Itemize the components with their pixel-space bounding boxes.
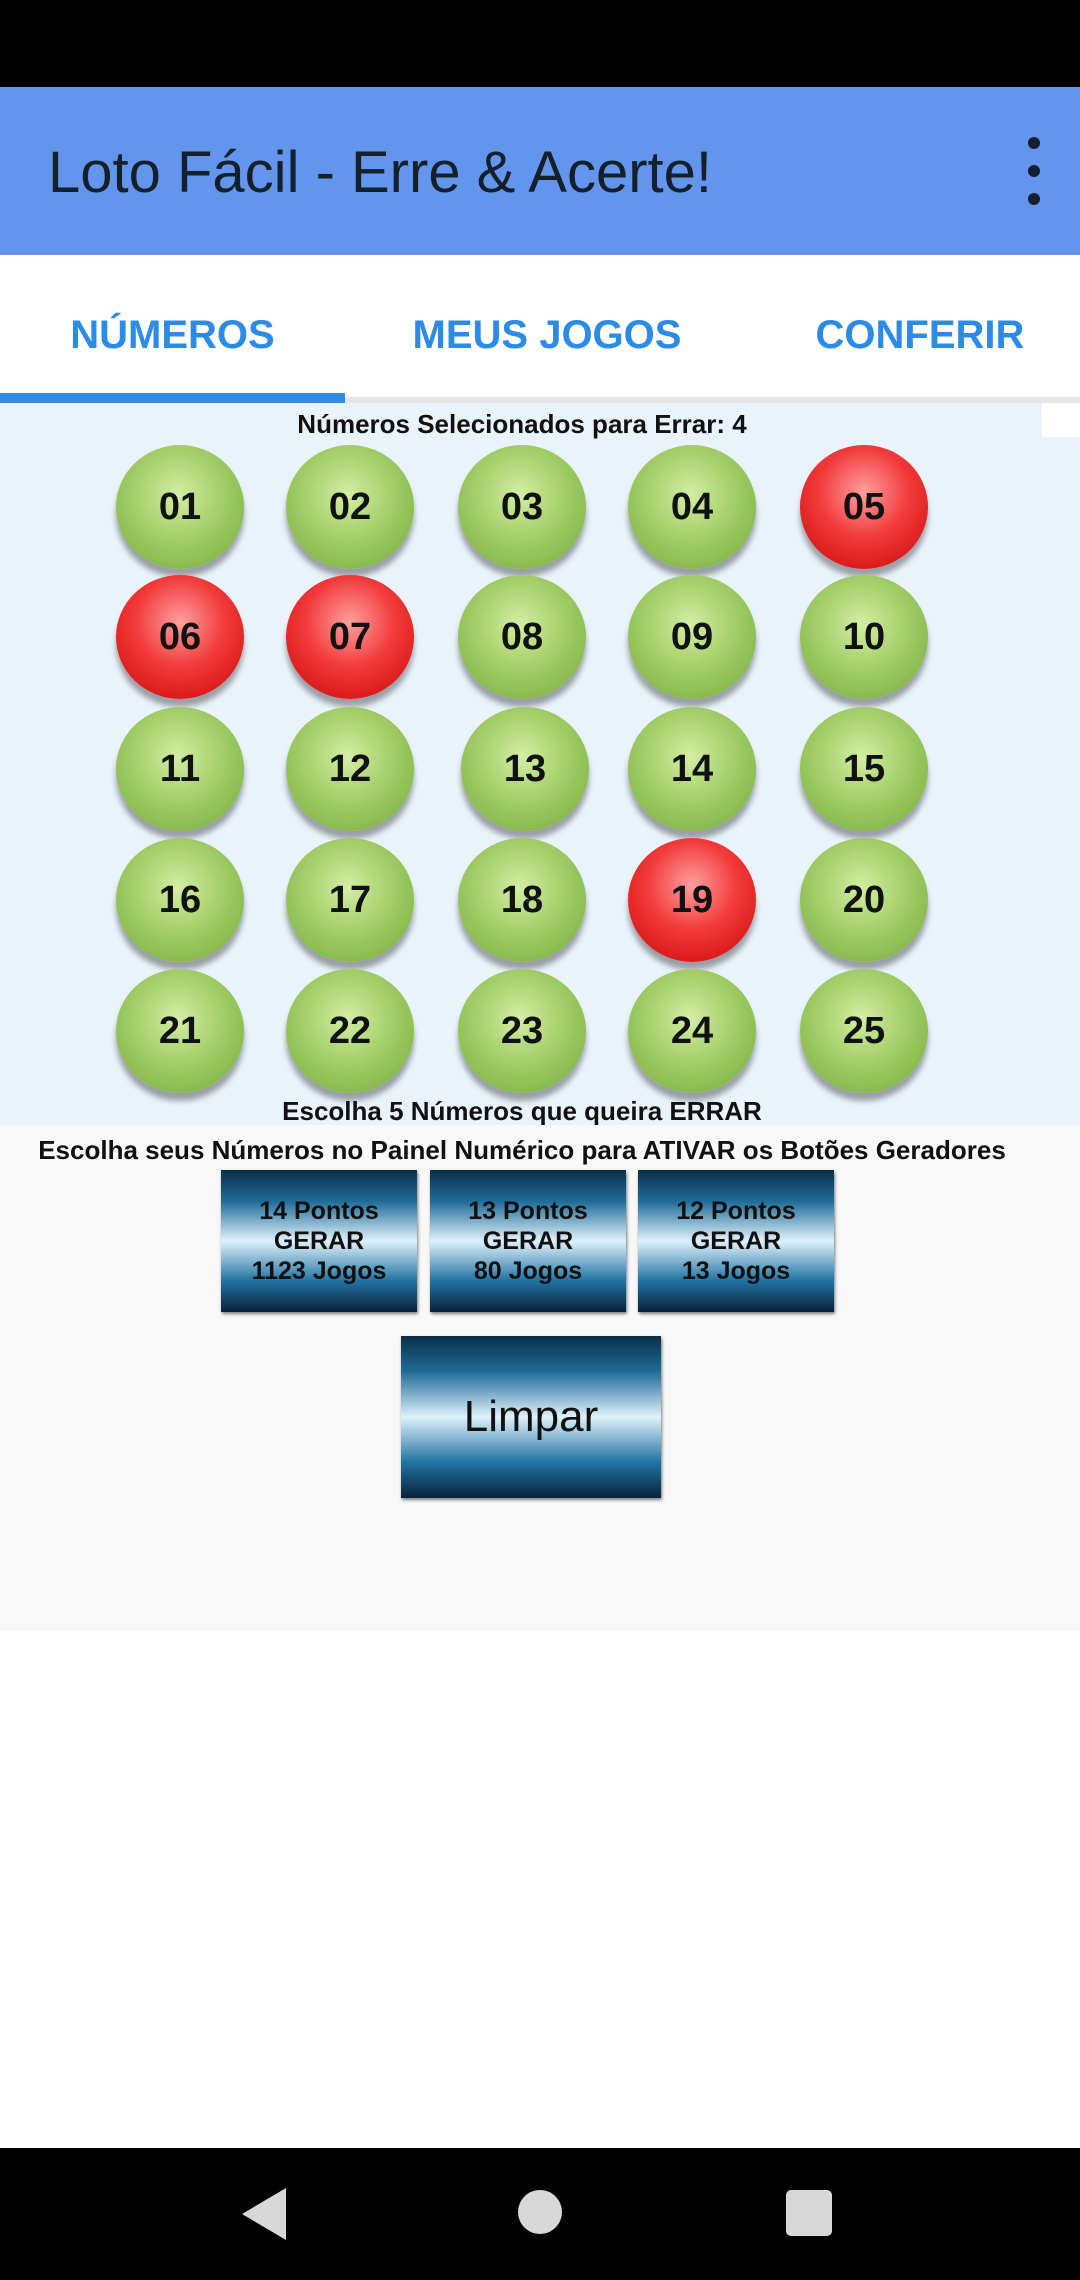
button-line: GERAR	[273, 1227, 365, 1255]
hint-label: Escolha 5 Números que queira ERRAR	[282, 1096, 762, 1126]
number-ball-24[interactable]: 24	[628, 969, 756, 1093]
generate-12-points-button[interactable]: 12 Pontos GERAR 13 Jogos	[638, 1170, 834, 1312]
number-ball-08[interactable]: 08	[458, 575, 586, 699]
number-ball-15[interactable]: 15	[800, 707, 928, 831]
number-ball-07[interactable]: 07	[286, 575, 414, 699]
number-panel: Números Selecionados para Errar: 4 01 02…	[0, 403, 1080, 1125]
button-line: GERAR	[690, 1227, 782, 1255]
nav-home-icon[interactable]	[518, 2190, 562, 2234]
number-ball-25[interactable]: 25	[800, 969, 928, 1093]
tab-numeros[interactable]: NÚMEROS	[70, 312, 275, 357]
number-ball-05[interactable]: 05	[800, 445, 928, 569]
selected-count-label: Números Selecionados para Errar: 4	[297, 409, 747, 439]
clear-button[interactable]: Limpar	[401, 1336, 661, 1498]
number-ball-12[interactable]: 12	[286, 707, 414, 831]
button-line: GERAR	[482, 1227, 574, 1255]
panel-corner	[1042, 403, 1080, 437]
number-ball-14[interactable]: 14	[628, 707, 756, 831]
number-ball-13[interactable]: 13	[461, 707, 589, 831]
number-ball-16[interactable]: 16	[116, 838, 244, 962]
number-ball-22[interactable]: 22	[286, 969, 414, 1093]
menu-dot	[1028, 137, 1040, 149]
nav-back-icon[interactable]	[242, 2188, 286, 2240]
number-ball-01[interactable]: 01	[116, 445, 244, 569]
number-ball-17[interactable]: 17	[286, 838, 414, 962]
number-ball-06[interactable]: 06	[116, 575, 244, 699]
more-vert-icon[interactable]	[1016, 131, 1052, 211]
number-ball-19[interactable]: 19	[628, 838, 756, 962]
generator-instruction: Escolha seus Números no Painel Numérico …	[38, 1135, 1006, 1165]
number-ball-11[interactable]: 11	[116, 707, 244, 831]
number-ball-03[interactable]: 03	[458, 445, 586, 569]
number-ball-23[interactable]: 23	[458, 969, 586, 1093]
generate-13-points-button[interactable]: 13 Pontos GERAR 80 Jogos	[430, 1170, 626, 1312]
number-ball-04[interactable]: 04	[628, 445, 756, 569]
menu-dot	[1028, 165, 1040, 177]
button-line: 1123 Jogos	[251, 1257, 387, 1285]
number-ball-21[interactable]: 21	[116, 969, 244, 1093]
tab-indicator	[0, 393, 345, 403]
button-line: 13 Pontos	[468, 1197, 588, 1225]
app-title: Loto Fácil - Erre & Acerte!	[48, 140, 713, 205]
number-ball-02[interactable]: 02	[286, 445, 414, 569]
app-bar: Loto Fácil - Erre & Acerte!	[0, 87, 1080, 255]
status-bar	[0, 0, 1080, 87]
tab-conferir[interactable]: CONFERIR	[815, 312, 1025, 357]
number-ball-20[interactable]: 20	[800, 838, 928, 962]
tab-meus-jogos[interactable]: MEUS JOGOS	[412, 312, 682, 357]
menu-dot	[1028, 193, 1040, 205]
nav-recents-icon[interactable]	[786, 2190, 832, 2236]
navigation-bar	[0, 2148, 1080, 2280]
number-ball-09[interactable]: 09	[628, 575, 756, 699]
button-line: 80 Jogos	[473, 1257, 583, 1285]
generator-section: Escolha seus Números no Painel Numérico …	[0, 1125, 1080, 1631]
generate-14-points-button[interactable]: 14 Pontos GERAR 1123 Jogos	[221, 1170, 417, 1312]
button-line: 14 Pontos	[259, 1197, 379, 1225]
tab-bar: NÚMEROS MEUS JOGOS CONFERIR	[0, 255, 1080, 403]
button-line: 13 Jogos	[681, 1257, 791, 1285]
button-line: 12 Pontos	[676, 1197, 796, 1225]
number-ball-18[interactable]: 18	[458, 838, 586, 962]
number-ball-10[interactable]: 10	[800, 575, 928, 699]
